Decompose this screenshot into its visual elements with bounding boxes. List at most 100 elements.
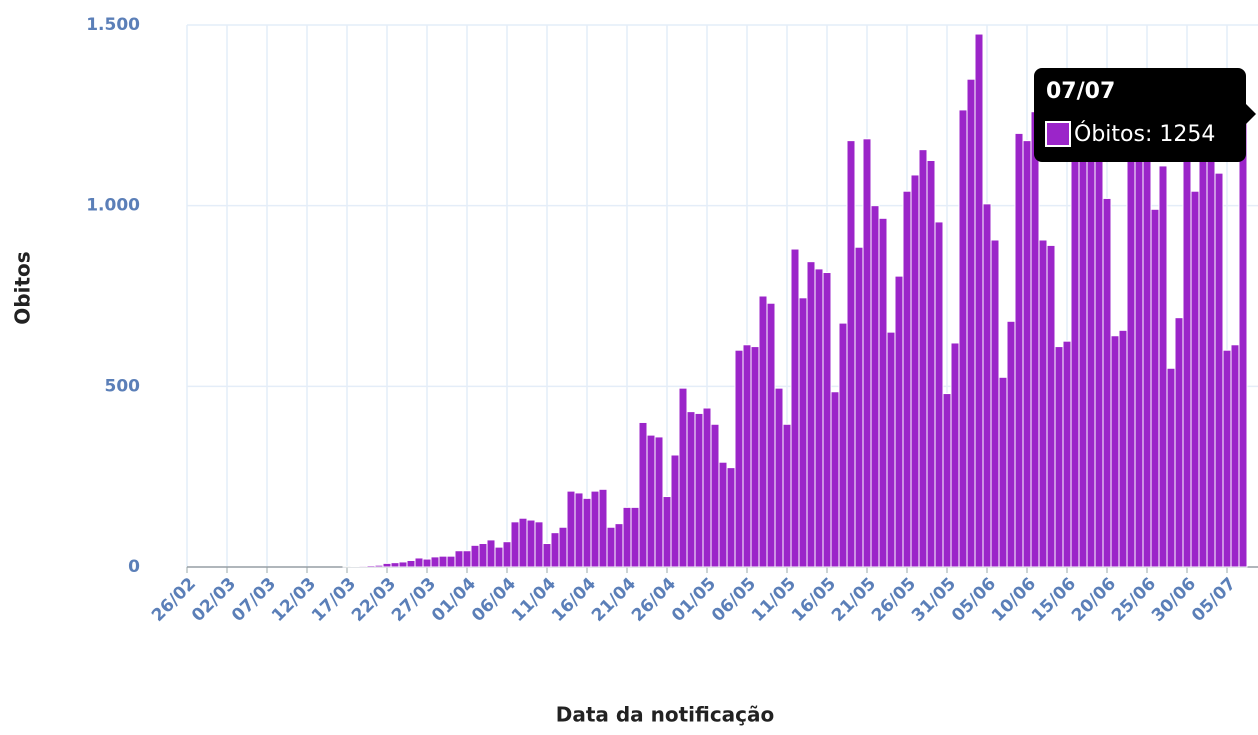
bar [607,527,615,567]
x-tick-label: 27/03 [388,574,440,626]
bar [959,110,967,567]
bar [831,392,839,567]
bar [599,489,607,567]
bar [1143,141,1151,567]
x-tick-label: 26/05 [868,574,920,626]
bar [999,377,1007,567]
bar [487,540,495,567]
bar [1127,133,1135,567]
x-tick-label: 05/07 [1188,574,1240,626]
y-tick-label: 500 [105,376,141,396]
bar [647,435,655,567]
bar [623,507,631,567]
bar [1135,115,1143,567]
x-tick-label: 22/03 [348,574,400,626]
bar [759,296,767,567]
x-tick-label: 11/05 [748,574,800,626]
bar [447,556,455,567]
bar [711,424,719,567]
tooltip-title: 07/07 [1046,79,1115,104]
bar [815,269,823,567]
x-tick-label: 16/05 [788,574,840,626]
bar [1023,141,1031,567]
bar [679,388,687,567]
bar [791,249,799,567]
bar [895,276,903,567]
y-axis-title: Obitos [11,251,35,324]
bar [991,240,999,567]
y-tick-label: 1.000 [86,196,140,216]
bar [511,522,519,567]
x-tick-label: 21/04 [588,574,640,626]
bar [359,566,367,567]
bar [847,141,855,567]
bar [807,262,815,567]
bar [1223,350,1231,567]
bar [575,493,583,567]
tooltip-arrow [1246,104,1256,124]
bar [1199,126,1207,567]
bar [423,559,431,567]
x-tick-label: 07/03 [228,574,280,626]
bar [943,394,951,567]
bar [1055,347,1063,567]
x-tick-label: 05/06 [948,574,1000,626]
bar [399,562,407,567]
bar [1159,166,1167,567]
bar [639,422,647,567]
bar [735,350,743,567]
bar [1079,115,1087,567]
bar [1031,112,1039,567]
y-tick-label: 1.500 [86,15,140,35]
bar [751,347,759,567]
bar [1095,141,1103,567]
bar [799,298,807,567]
bar [823,273,831,567]
bar [1175,318,1183,567]
bar [367,566,375,567]
bar [703,408,711,567]
bar [1191,191,1199,567]
bar [1007,321,1015,567]
bar [1207,133,1215,567]
bar [1119,330,1127,567]
bar [935,222,943,567]
bar [695,413,703,567]
x-tick-label: 11/04 [508,574,560,626]
bar [951,343,959,567]
bar [1015,133,1023,567]
bar [687,412,695,567]
bar [503,542,511,567]
bar [415,558,423,567]
bar [471,545,479,567]
bar [871,206,879,567]
x-tick-label: 25/06 [1108,574,1160,626]
bar [983,204,991,567]
bar [783,424,791,567]
x-tick-label: 26/04 [628,574,680,626]
x-tick-label: 01/05 [668,574,720,626]
bar [519,518,527,567]
bar [919,150,927,567]
bar [431,557,439,567]
x-tick-label: 06/04 [468,574,520,626]
bar [655,437,663,567]
tooltip-text: Óbitos: 1254 [1074,121,1215,147]
bar [383,563,391,567]
x-tick-label: 01/04 [428,574,480,626]
x-tick-label: 26/02 [148,574,200,626]
bar [615,524,623,567]
bar [887,332,895,567]
x-tick-label: 15/06 [1028,574,1080,626]
x-tick-label: 17/03 [308,574,360,626]
bar [583,498,591,567]
bar [1231,345,1239,567]
bar [1215,173,1223,567]
bar [567,491,575,567]
bar [535,522,543,567]
bar [1063,341,1071,567]
bar [551,533,559,567]
x-tick-label: 20/06 [1068,574,1120,626]
bar [455,551,463,567]
